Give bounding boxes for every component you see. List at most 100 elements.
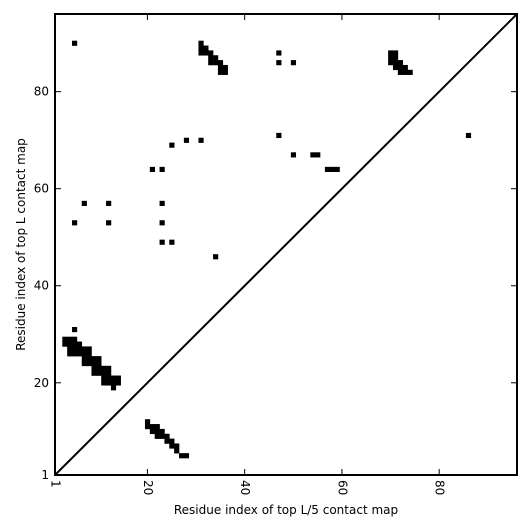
contact-cell-top-l bbox=[106, 365, 112, 371]
contact-cell-top-l bbox=[62, 341, 68, 347]
contact-cell-top-l bbox=[402, 64, 408, 71]
contact-cell-top-l bbox=[72, 326, 78, 333]
contact-cell-top-l bbox=[392, 55, 399, 61]
contact-cell-top-l5 bbox=[164, 438, 170, 444]
contact-cell-top-l bbox=[329, 166, 335, 173]
contact-cell-top-l bbox=[208, 55, 214, 61]
contact-cell-top-l5 bbox=[154, 424, 160, 430]
contact-cell-top-l bbox=[159, 200, 165, 206]
contact-cell-top-l bbox=[91, 360, 97, 367]
contact-cell-top-l bbox=[213, 60, 219, 66]
contact-cell-top-l bbox=[324, 166, 331, 173]
contact-cell-top-l bbox=[101, 365, 107, 371]
contact-cell-top-l bbox=[198, 137, 204, 143]
contact-cell-top-l bbox=[86, 360, 92, 367]
contact-cell-top-l bbox=[198, 50, 204, 56]
contact-cell-top-l bbox=[91, 370, 97, 376]
contact-cells bbox=[62, 40, 472, 459]
contact-cell-top-l bbox=[72, 220, 78, 226]
contact-cell-top-l bbox=[101, 370, 107, 376]
contact-cell-top-l bbox=[81, 356, 87, 362]
contact-cell-top-l bbox=[222, 64, 228, 71]
contact-cell-top-l bbox=[67, 351, 73, 357]
contact-cell-top-l bbox=[208, 60, 214, 66]
contact-cell-top-l bbox=[310, 152, 316, 158]
contact-cell-top-l bbox=[110, 375, 117, 381]
contact-cell-top-l bbox=[392, 60, 399, 66]
contact-cell-top-l bbox=[276, 132, 282, 139]
diagonal-line bbox=[54, 13, 518, 476]
contact-cell-top-l bbox=[217, 69, 224, 75]
contact-cell-top-l bbox=[101, 380, 107, 386]
contact-cell-top-l bbox=[198, 45, 204, 51]
contact-cell-top-l bbox=[76, 341, 83, 347]
contact-cell-top-l bbox=[217, 64, 224, 71]
contact-cell-top-l5 bbox=[174, 443, 180, 449]
contact-cell-top-l bbox=[86, 351, 92, 357]
contact-cell-top-l bbox=[106, 380, 112, 386]
contact-cell-top-l5 bbox=[169, 438, 175, 444]
x-tick-label: 20 bbox=[141, 480, 155, 495]
contact-cell-top-l bbox=[101, 375, 107, 381]
contact-cell-top-l bbox=[96, 365, 102, 371]
contact-cell-top-l bbox=[110, 385, 117, 391]
contact-cell-top-l bbox=[96, 370, 102, 376]
contact-cell-top-l bbox=[465, 132, 472, 139]
contact-cell-top-l bbox=[217, 60, 224, 66]
contact-cell-top-l bbox=[96, 356, 102, 362]
contact-cell-top-l bbox=[290, 152, 297, 158]
contact-cell-top-l bbox=[388, 60, 394, 66]
contact-cell-top-l bbox=[72, 341, 78, 347]
contact-cell-top-l bbox=[76, 346, 83, 352]
contact-cell-top-l5 bbox=[174, 448, 180, 454]
contact-cell-top-l bbox=[67, 336, 73, 342]
contact-cell-top-l bbox=[388, 50, 394, 56]
contact-cell-top-l bbox=[290, 60, 297, 66]
contact-cell-top-l5 bbox=[179, 453, 185, 459]
plot-frame bbox=[54, 13, 518, 476]
contact-cell-top-l bbox=[106, 375, 112, 381]
x-tick-label: 80 bbox=[433, 480, 447, 495]
y-axis-label: Residue index of top L contact map bbox=[14, 138, 28, 351]
contact-cell-top-l bbox=[72, 40, 78, 46]
y-axis-ticks: 1 20 40 60 80 bbox=[34, 85, 517, 482]
contact-cell-top-l5 bbox=[144, 424, 151, 430]
contact-cell-top-l bbox=[203, 50, 209, 56]
contact-cell-top-l bbox=[106, 200, 112, 206]
contact-cell-top-l5 bbox=[154, 428, 160, 435]
contact-cell-top-l bbox=[159, 239, 165, 245]
contact-cell-top-l bbox=[149, 166, 155, 173]
contact-cell-top-l bbox=[222, 69, 228, 75]
contact-cell-top-l bbox=[81, 360, 87, 367]
contact-cell-top-l bbox=[208, 50, 214, 56]
contact-cell-top-l5 bbox=[183, 453, 190, 459]
contact-cell-top-l bbox=[388, 55, 394, 61]
contact-cell-top-l bbox=[81, 200, 87, 206]
contact-cell-top-l5 bbox=[149, 424, 155, 430]
y-tick-label: 20 bbox=[34, 376, 49, 390]
x-tick-label: 60 bbox=[335, 480, 349, 495]
contact-cell-top-l bbox=[81, 346, 87, 352]
x-tick-label: 1 bbox=[49, 480, 63, 488]
y-tick-label: 80 bbox=[34, 85, 49, 99]
contact-cell-top-l bbox=[72, 346, 78, 352]
contact-cell-top-l bbox=[402, 69, 408, 75]
contact-cell-top-l bbox=[72, 351, 78, 357]
contact-cell-top-l bbox=[198, 40, 204, 46]
contact-cell-top-l bbox=[397, 64, 404, 71]
contact-cell-top-l bbox=[334, 166, 340, 173]
x-axis-label: Residue index of top L/5 contact map bbox=[174, 503, 398, 517]
x-tick-label: 40 bbox=[238, 480, 252, 495]
contact-cell-top-l bbox=[397, 69, 404, 75]
contact-cell-top-l bbox=[115, 380, 121, 386]
x-axis-ticks: 1 20 40 60 80 bbox=[49, 14, 447, 495]
contact-cell-top-l bbox=[110, 380, 117, 386]
contact-cell-top-l bbox=[67, 346, 73, 352]
y-tick-label: 60 bbox=[34, 182, 49, 196]
contact-cell-top-l5 bbox=[164, 433, 170, 439]
contact-cell-top-l bbox=[203, 45, 209, 51]
contact-cell-top-l bbox=[315, 152, 321, 158]
contact-cell-top-l bbox=[407, 69, 413, 75]
y-tick-label: 40 bbox=[34, 279, 49, 293]
